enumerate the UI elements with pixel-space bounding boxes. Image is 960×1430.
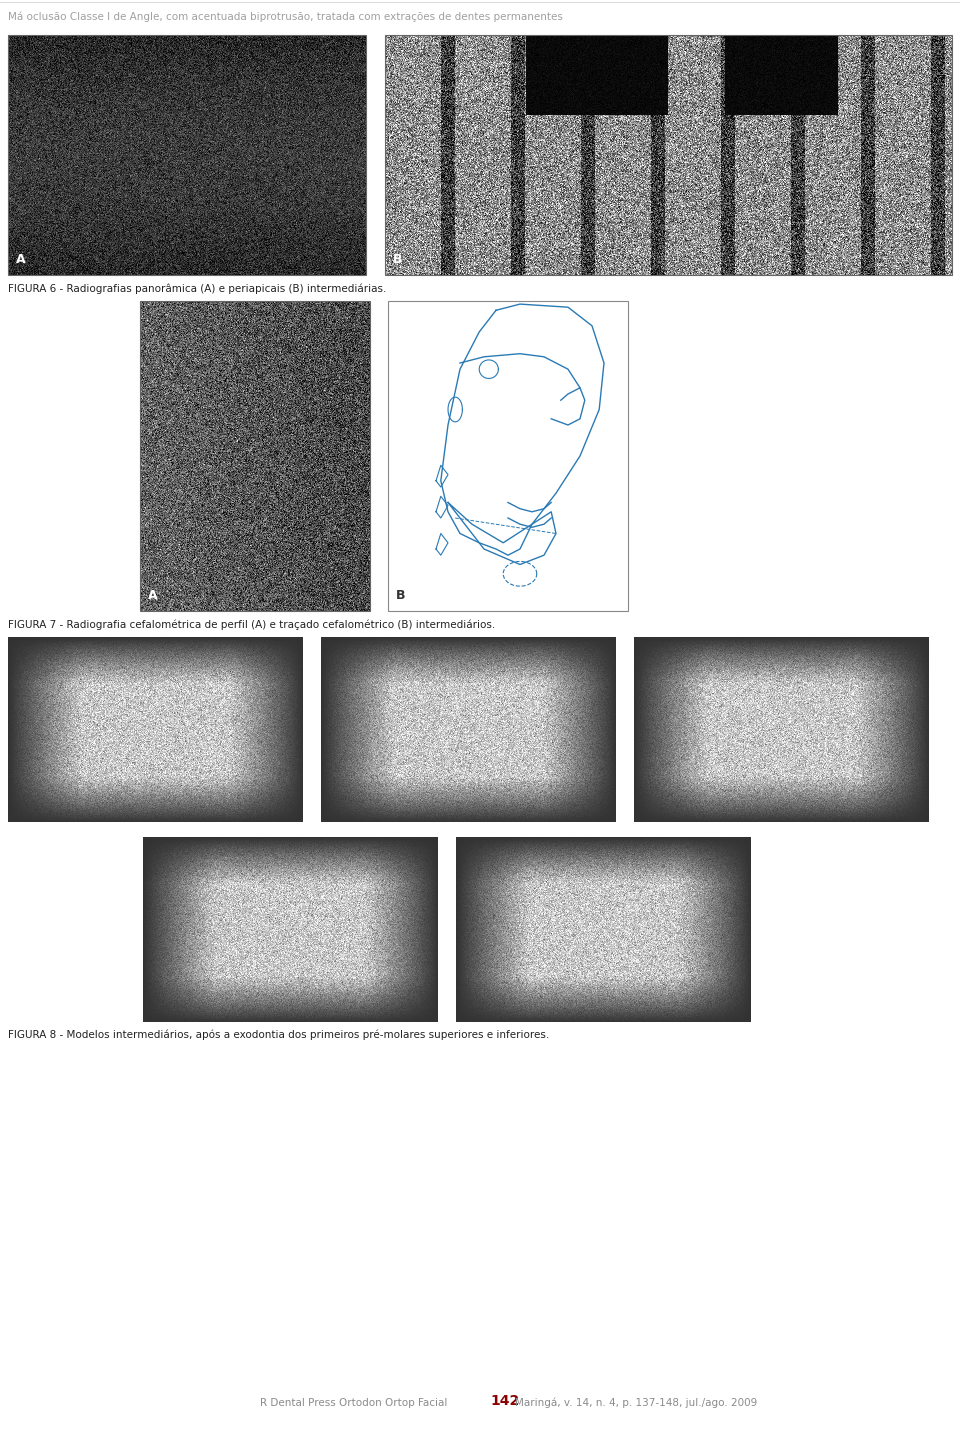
- Bar: [8, 34, 366, 275]
- Text: B: B: [393, 253, 402, 266]
- Text: A: A: [148, 589, 157, 602]
- Bar: [140, 300, 370, 611]
- Bar: [385, 34, 952, 275]
- Text: B: B: [396, 589, 405, 602]
- Text: Má oclusão Classe I de Angle, com acentuada biprotrusão, tratada com extrações d: Má oclusão Classe I de Angle, com acentu…: [8, 11, 563, 23]
- Text: A: A: [16, 253, 26, 266]
- Text: Maringá, v. 14, n. 4, p. 137-148, jul./ago. 2009: Maringá, v. 14, n. 4, p. 137-148, jul./a…: [515, 1397, 757, 1409]
- Text: R Dental Press Ortodon Ortop Facial: R Dental Press Ortodon Ortop Facial: [260, 1399, 447, 1409]
- Text: 142: 142: [490, 1394, 519, 1409]
- Text: FIGURA 8 - Modelos intermediários, após a exodontia dos primeiros pré-molares su: FIGURA 8 - Modelos intermediários, após …: [8, 1030, 549, 1041]
- Text: FIGURA 6 - Radiografias panorâmica (A) e periapicais (B) intermediárias.: FIGURA 6 - Radiografias panorâmica (A) e…: [8, 283, 386, 293]
- Bar: [388, 300, 628, 611]
- Text: FIGURA 7 - Radiografia cefalométrica de perfil (A) e traçado cefalométrico (B) i: FIGURA 7 - Radiografia cefalométrica de …: [8, 619, 495, 629]
